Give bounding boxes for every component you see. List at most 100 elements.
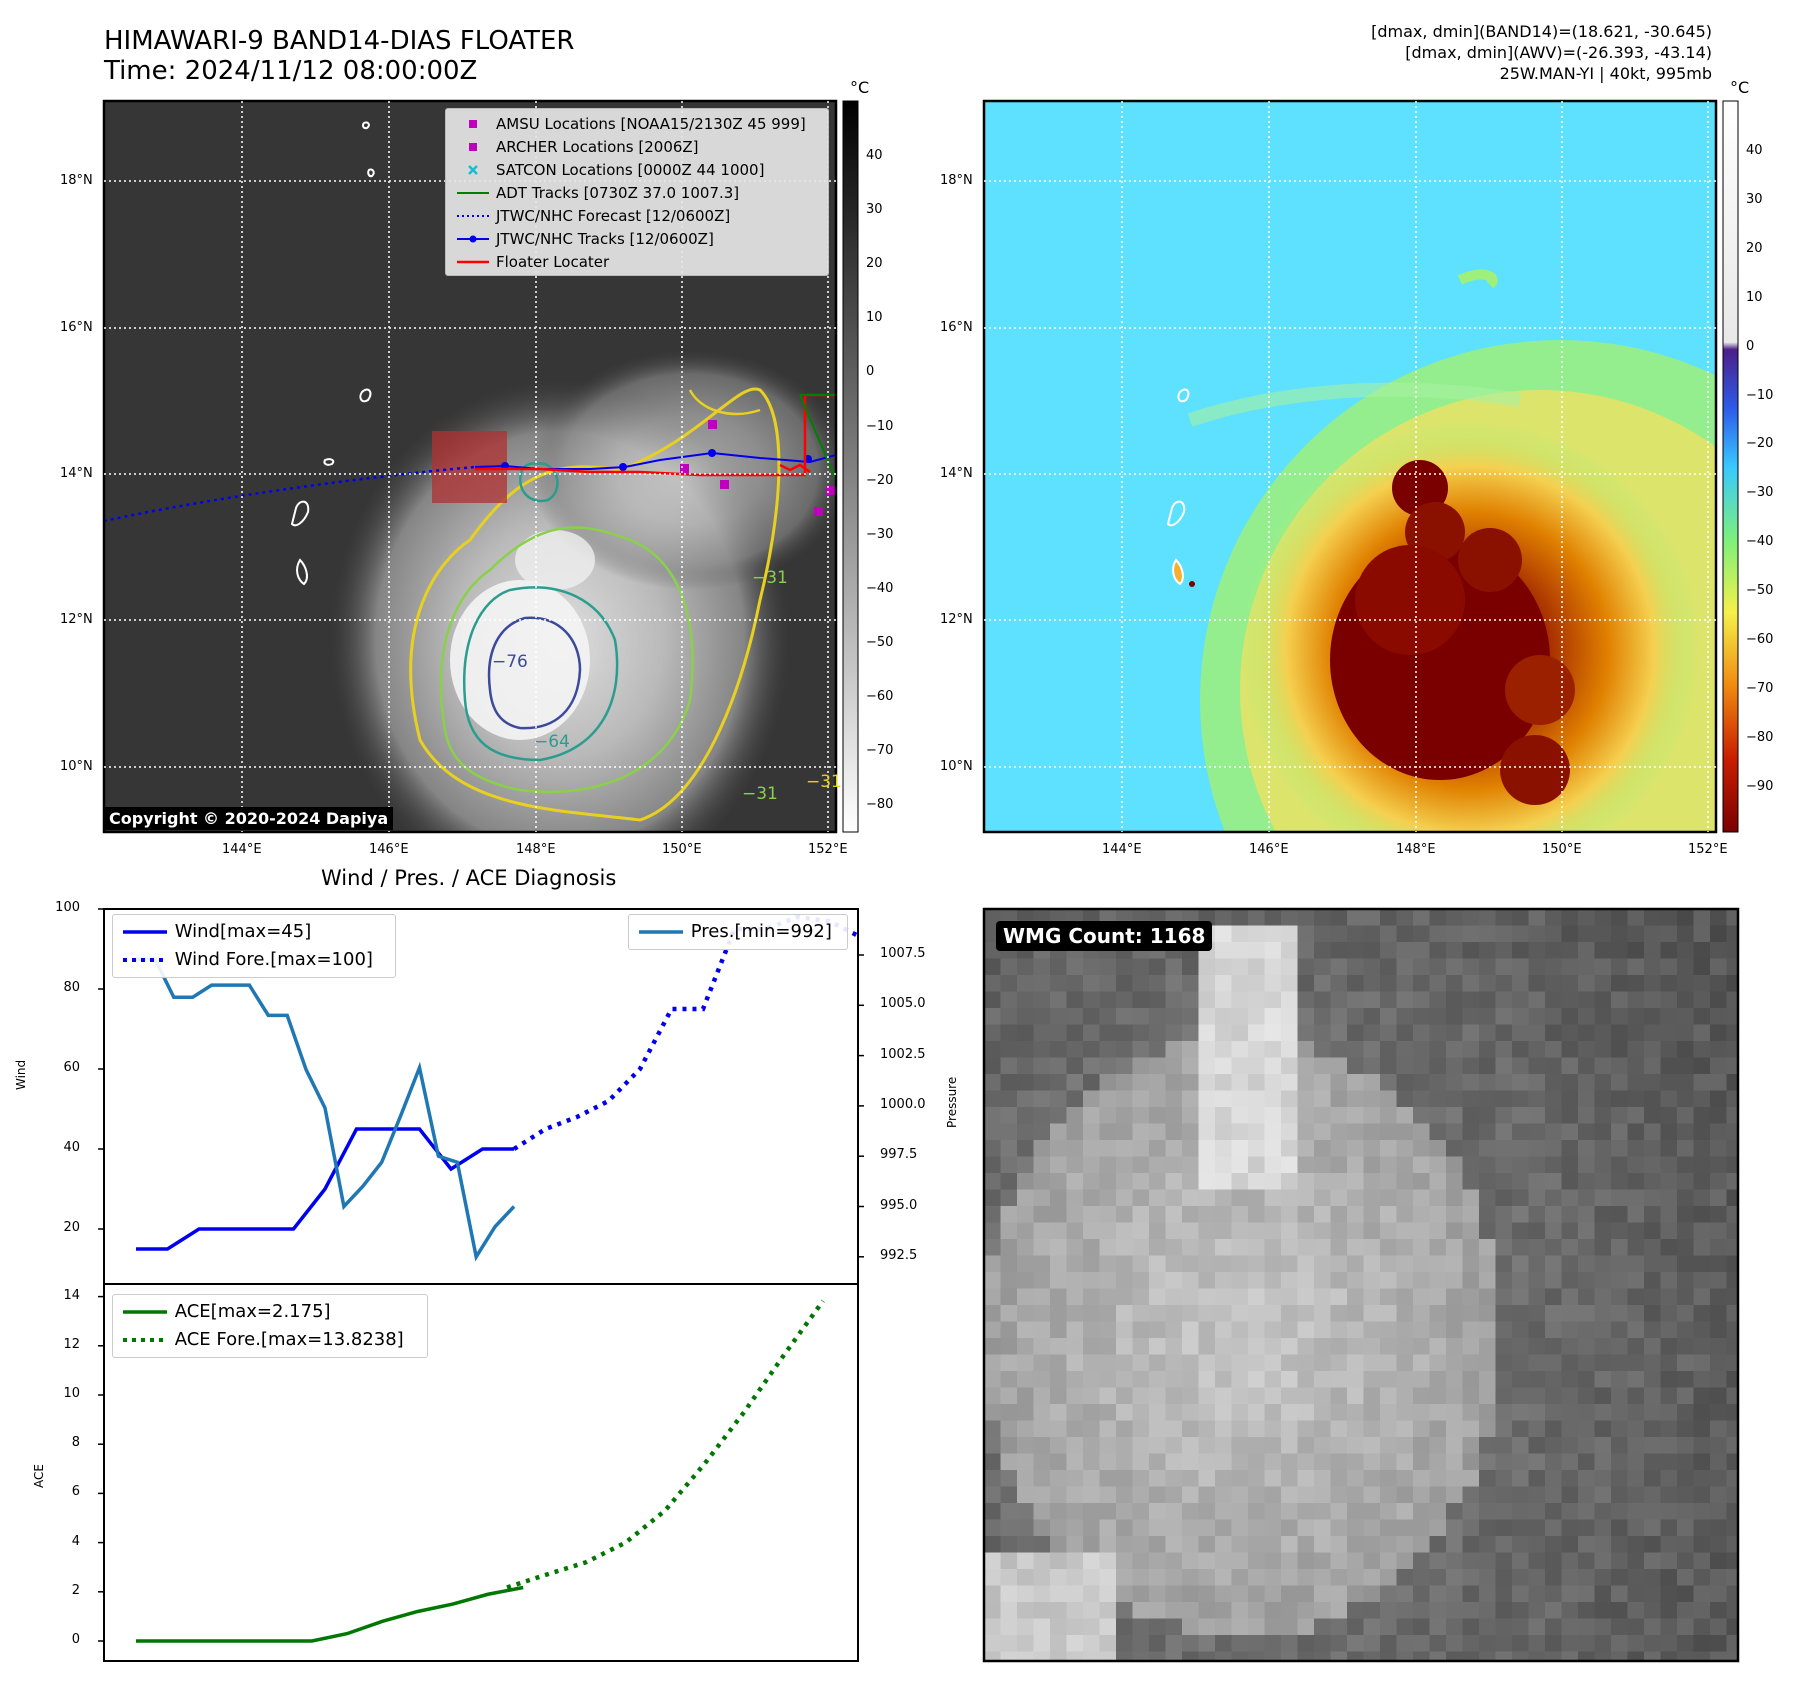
- wmg-pixel: [1660, 1074, 1678, 1091]
- wmg-pixel: [1116, 1272, 1133, 1289]
- wmg-pixel: [1182, 1635, 1199, 1652]
- wmg-pixel: [1578, 1321, 1595, 1339]
- wmg-pixel: [1248, 1569, 1265, 1586]
- wmg-pixel: [1446, 1123, 1463, 1141]
- wmg-pixel: [1528, 1503, 1546, 1520]
- wmg-pixel: [1297, 1156, 1315, 1174]
- wmg-pixel: [1611, 1519, 1628, 1537]
- awv-lat-12: 12°N: [940, 612, 973, 627]
- wmg-pixel: [1693, 1371, 1711, 1388]
- wmg-pixel: [1281, 1569, 1298, 1586]
- wmg-pixel: [1248, 1057, 1265, 1075]
- wmg-pixel: [1594, 1222, 1612, 1240]
- wmg-pixel: [1215, 991, 1232, 1009]
- wmg-pixel: [1726, 1338, 1738, 1355]
- wmg-pixel: [1528, 1140, 1546, 1157]
- wmg-pixel: [1644, 1602, 1661, 1619]
- wmg-pixel: [1561, 1618, 1579, 1636]
- wmg-pixel: [1017, 975, 1034, 992]
- wmg-pixel: [1413, 1486, 1430, 1504]
- ir-lon-146: 146°E: [369, 842, 409, 857]
- wmg-pixel: [1413, 1239, 1430, 1256]
- wmg-pixel: [1297, 1206, 1315, 1223]
- wmg-pixel: [1363, 1651, 1381, 1661]
- wmg-pixel: [1314, 1470, 1331, 1487]
- wmg-pixel: [1363, 1140, 1381, 1157]
- wmg-pixel: [1693, 1008, 1711, 1025]
- wmg-pixel: [1479, 1090, 1496, 1108]
- wmg-pixel: [1726, 1635, 1738, 1652]
- wmg-pixel: [1413, 1387, 1430, 1405]
- wmg-pixel: [1545, 1321, 1562, 1339]
- wmg-pixel: [1396, 1371, 1414, 1388]
- wmg-pixel: [1281, 1123, 1298, 1141]
- wmg-pixel: [1264, 991, 1282, 1009]
- wmg-pixel: [1380, 1585, 1397, 1603]
- wmg-pixel: [1297, 1602, 1315, 1619]
- wmg-pixel: [1429, 1272, 1447, 1289]
- wmg-pixel: [1083, 1569, 1100, 1586]
- wmg-pixel: [1066, 1651, 1084, 1661]
- wmg-pixel: [1710, 1453, 1727, 1471]
- wmg-pixel: [1314, 1519, 1331, 1537]
- wmg-pixel: [1165, 1371, 1183, 1388]
- wmg-pixel: [1611, 1404, 1628, 1421]
- wmg-pixel: [1165, 1404, 1183, 1421]
- wmg-pixel: [1644, 1585, 1661, 1603]
- wmg-pixel: [1363, 1024, 1381, 1042]
- wmg-pixel: [1495, 975, 1513, 992]
- wmg-pixel: [1479, 1222, 1496, 1240]
- wmg-pixel: [1264, 1239, 1282, 1256]
- wmg-pixel: [1578, 1519, 1595, 1537]
- wmg-pixel: [1462, 1305, 1480, 1322]
- wmg-pixel: [1561, 1024, 1579, 1042]
- wmg-pixel: [1083, 1437, 1100, 1454]
- wmg-pixel: [1000, 1090, 1018, 1108]
- wmg-pixel: [1066, 1156, 1084, 1174]
- wmg-pixel: [1248, 1189, 1265, 1207]
- wmg-pixel: [1281, 1222, 1298, 1240]
- wmg-pixel: [1446, 1387, 1463, 1405]
- wmg-pixel: [1363, 1503, 1381, 1520]
- wmg-pixel: [1116, 1206, 1133, 1223]
- wmg-pixel: [1281, 1057, 1298, 1075]
- wmg-pixel: [1462, 1156, 1480, 1174]
- wmg-pixel: [1281, 1338, 1298, 1355]
- wmg-pixel: [1479, 1486, 1496, 1504]
- wmg-pixel: [1050, 975, 1067, 992]
- wmg-pixel: [1330, 1321, 1348, 1339]
- wmg-pixel: [1182, 1107, 1199, 1124]
- wmg-pixel: [1512, 1272, 1529, 1289]
- wmg-pixel: [1297, 1354, 1315, 1372]
- wmg-pixel: [1528, 1470, 1546, 1487]
- wmg-pixel: [1182, 1123, 1199, 1141]
- wmg-pixel: [1528, 1519, 1546, 1537]
- ir-colorbar-tick: −10: [866, 418, 894, 434]
- wmg-pixel: [1462, 991, 1480, 1009]
- wmg-pixel: [1050, 1635, 1067, 1652]
- wmg-pixel: [1627, 1107, 1645, 1124]
- wmg-pixel: [1693, 1635, 1711, 1652]
- wmg-pixel: [1165, 1519, 1183, 1537]
- wmg-pixel: [1677, 1074, 1694, 1091]
- wmg-pixel: [1710, 1288, 1727, 1306]
- wmg-pixel: [1215, 1057, 1232, 1075]
- wmg-pixel: [1149, 1090, 1166, 1108]
- wmg-pixel: [1314, 1123, 1331, 1141]
- ir-colorbar: [842, 100, 859, 833]
- wmg-pixel: [1611, 1206, 1628, 1223]
- wmg-pixel: [1000, 1470, 1018, 1487]
- wmg-pixel: [1446, 1008, 1463, 1025]
- wmg-pixel: [1693, 1519, 1711, 1537]
- wmg-pixel: [1594, 1552, 1612, 1570]
- wmg-pixel: [1198, 1057, 1216, 1075]
- wmg-pixel: [1347, 1189, 1364, 1207]
- wmg-pixel: [1429, 925, 1447, 943]
- wmg-pixel: [1710, 1074, 1727, 1091]
- wmg-pixel: [1099, 1156, 1117, 1174]
- wmg-pixel: [1347, 1602, 1364, 1619]
- wmg-pixel: [1545, 1189, 1562, 1207]
- wmg-pixel: [1000, 1156, 1018, 1174]
- wmg-pixel: [1578, 1041, 1595, 1058]
- awv-colorbar-tick: −10: [1746, 387, 1774, 403]
